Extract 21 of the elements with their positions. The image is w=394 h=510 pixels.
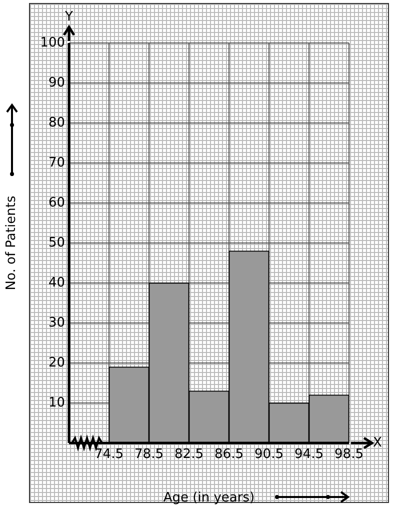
y-tick-label: 50 — [48, 235, 65, 250]
x-tick-label: 94.5 — [294, 447, 324, 462]
y-tick-label: 40 — [48, 275, 65, 290]
x-tick-label: 82.5 — [174, 447, 204, 462]
y-tick-label: 100 — [40, 35, 65, 50]
text: X — [373, 435, 382, 450]
y-tick-label: 80 — [48, 115, 65, 130]
x-tick-label: 90.5 — [254, 447, 284, 462]
y-tick-label: 10 — [48, 395, 65, 410]
x-tick-label: 74.5 — [94, 447, 124, 462]
text: Y — [64, 9, 74, 24]
y-tick-label: 20 — [48, 355, 65, 370]
x-tick-label: 78.5 — [134, 447, 164, 462]
x-tick-label: 98.5 — [334, 447, 364, 462]
y-tick-label: 70 — [48, 155, 65, 170]
x-tick-label: 86.5 — [214, 447, 244, 462]
y-tick-label: 90 — [48, 75, 65, 90]
y-axis-title: No. of Patients — [4, 196, 20, 290]
y-tick-label: 60 — [48, 195, 65, 210]
x-axis-title: Age (in years) — [163, 490, 255, 506]
y-tick-label: 30 — [48, 315, 65, 330]
